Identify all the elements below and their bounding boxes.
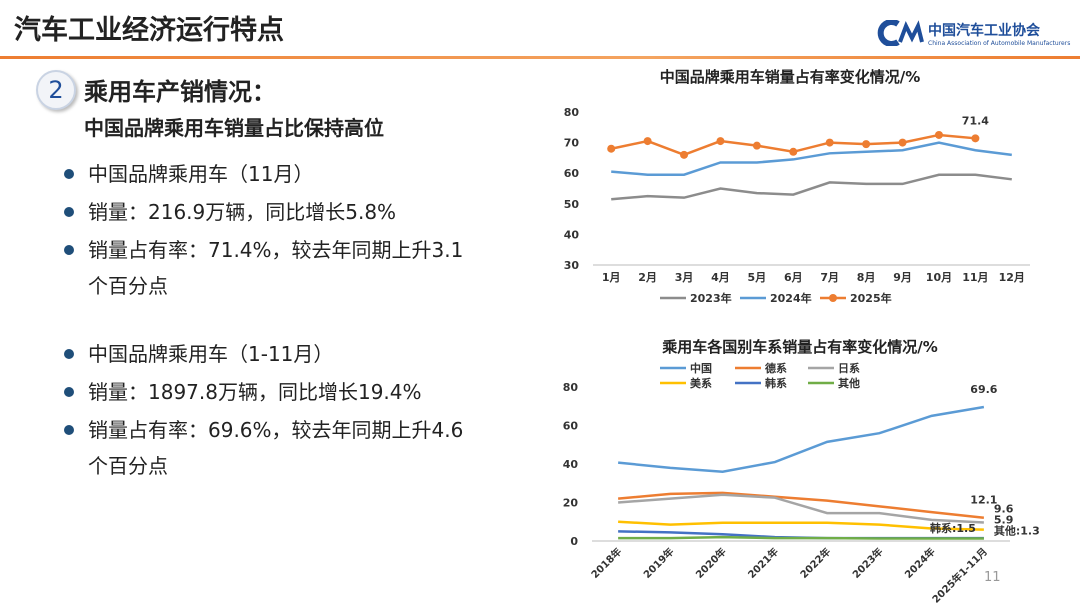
data-label: 12.1 [970,494,997,507]
legend-label: 美系 [690,376,712,390]
point [971,134,980,143]
x-tick-label: 2025年1-11月 [929,545,990,606]
section-heading: 乘用车产销情况： [84,78,276,106]
x-tick-label: 1月 [602,271,621,284]
point [898,138,907,147]
x-tick-label: 2020年 [693,545,729,581]
logo-subtext: China Association of Automobile Manufact… [928,40,1071,47]
point [680,150,689,159]
x-tick-label: 2019年 [641,545,677,581]
chart-title: 中国品牌乘用车销量占有率变化情况/% [660,68,921,86]
y-tick-label: 50 [564,198,580,211]
y-tick-label: 0 [570,535,578,548]
y-tick-label: 70 [564,137,580,150]
point [716,137,725,146]
legend-label: 韩系 [765,376,787,390]
x-tick-label: 2月 [638,271,657,284]
section-number: 2 [36,70,76,110]
point [934,130,943,139]
point [825,138,834,147]
x-tick-label: 7月 [820,271,839,284]
data-label: 9.6 [994,503,1014,516]
data-label: 69.6 [970,383,997,396]
y-tick-label: 20 [563,497,579,510]
y-tick-label: 40 [564,228,580,241]
series-line [618,491,985,519]
bullet-item: 中国品牌乘用车（11月） [62,156,482,192]
y-tick-label: 60 [564,167,580,180]
bullet-item: 销量占有率：71.4%，较去年同期上升3.1个百分点 [62,232,482,304]
legend-label: 日系 [838,361,860,375]
data-label: 韩系:1.5 [930,521,976,535]
x-tick-label: 8月 [857,271,876,284]
bullet-item: 销量：1897.8万辆，同比增长19.4% [62,374,482,410]
legend-label: 2023年 [690,291,732,305]
bullet-item: 销量：216.9万辆，同比增长5.8% [62,194,482,230]
bullet-item: 销量占有率：69.6%，较去年同期上升4.6个百分点 [62,412,482,484]
bullet-group: 中国品牌乘用车（11月） 销量：216.9万辆，同比增长5.8% 销量占有率：71.… [62,156,482,306]
chart-title: 乘用车各国别车系销量占有率变化情况/% [661,338,938,356]
series-line [618,493,984,524]
slide-title: 汽车工业经济运行特点 [14,15,284,46]
legend-label: 中国 [690,361,712,375]
series-line [618,535,984,540]
logo-text: 中国汽车工业协会 [928,23,1040,39]
legend-marker [829,294,837,302]
x-tick-label: 10月 [926,271,952,284]
data-label: 71.4 [962,114,989,127]
legend-label: 其他 [838,376,860,390]
x-tick-label: 2018年 [588,545,624,581]
x-tick-label: 2023年 [850,545,886,581]
section-subheading: 中国品牌乘用车销量占比保持高位 [84,116,384,140]
series-line [618,520,984,531]
point [752,141,761,150]
header-rule [0,56,1080,59]
point [789,147,798,156]
x-tick-label: 12月 [999,271,1025,284]
x-tick-label: 9月 [893,271,912,284]
x-tick-label: 11月 [962,271,988,284]
logo-mark [877,20,924,46]
page-number: 11 [984,570,1001,585]
point [643,137,652,146]
x-tick-label: 5月 [748,271,767,284]
legend-label: 2025年 [850,291,892,305]
x-tick-label: 6月 [784,271,803,284]
y-tick-label: 30 [564,259,580,272]
legend-label: 2024年 [770,291,812,305]
x-tick-label: 2022年 [797,545,833,581]
x-tick-label: 3月 [675,271,694,284]
x-tick-label: 2024年 [902,545,938,581]
data-label: 5.9 [994,514,1014,527]
x-tick-label: 4月 [711,271,730,284]
point [607,144,616,153]
data-label: 其他:1.3 [994,523,1040,537]
x-tick-label: 2021年 [745,545,781,581]
y-tick-label: 80 [563,381,579,394]
y-tick-label: 80 [564,106,580,119]
point [862,140,871,149]
legend-label: 德系 [764,361,787,375]
bullet-group: 中国品牌乘用车（1-11月） 销量：1897.8万辆，同比增长19.4% 销量占有率… [62,336,482,486]
series-line [611,141,1012,176]
series-line [618,405,985,473]
series-line [611,173,1012,201]
y-tick-label: 60 [563,420,579,433]
y-tick-label: 40 [563,458,579,471]
bullet-item: 中国品牌乘用车（1-11月） [62,336,482,372]
